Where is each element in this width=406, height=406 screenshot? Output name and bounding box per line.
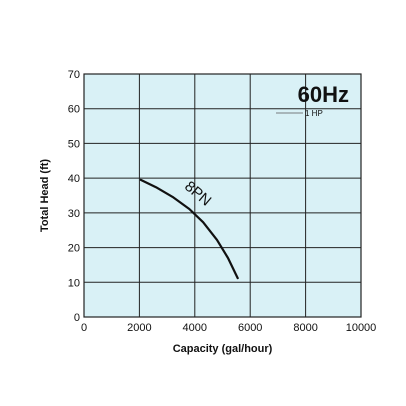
frequency-label: 60Hz: [298, 82, 349, 107]
x-axis-ticks: 0 2000 4000 6000 8000 10000: [81, 322, 376, 334]
y-tick-label: 20: [68, 243, 80, 255]
y-tick-label: 30: [68, 208, 80, 220]
x-tick-label: 8000: [293, 322, 317, 334]
y-tick-label: 0: [74, 312, 80, 324]
x-tick-label: 0: [81, 322, 87, 334]
x-tick-label: 2000: [127, 322, 151, 334]
y-axis-label: Total Head (ft): [39, 159, 51, 232]
hp-label: 1 HP: [305, 109, 323, 118]
series-line-8pn: [139, 178, 239, 280]
x-tick-label: 4000: [183, 322, 207, 334]
y-tick-label: 60: [68, 104, 80, 116]
plot-border: [83, 73, 362, 318]
plot-area: [84, 74, 361, 317]
x-tick-label: 10000: [346, 322, 377, 334]
x-axis-label: Capacity (gal/hour): [173, 343, 273, 355]
y-tick-label: 50: [68, 138, 80, 150]
y-axis-ticks: 0 10 20 30 40 50 60 70: [68, 69, 80, 324]
y-tick-label: 40: [68, 173, 80, 185]
x-tick-label: 6000: [238, 322, 262, 334]
grid-lines: [83, 73, 362, 318]
y-tick-label: 70: [68, 69, 80, 81]
y-tick-label: 10: [68, 277, 80, 289]
